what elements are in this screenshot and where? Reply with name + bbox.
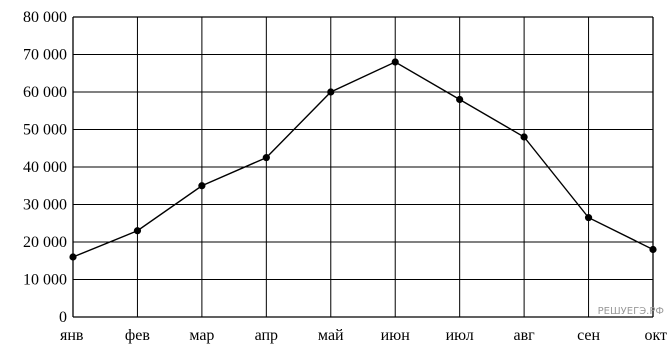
y-tick-label: 0 [59,309,67,326]
y-tick-label: 70 000 [23,47,67,64]
y-tick-label: 30 000 [23,197,67,214]
data-point [391,58,399,66]
x-tick-label: янв [60,327,84,344]
data-point [456,95,464,104]
x-tick-label: фев [125,327,150,344]
watermark: РЕШУЕГЭ.РФ [598,306,665,317]
x-tick-label: июл [446,327,474,344]
data-point [133,227,142,235]
data-point [198,182,206,190]
x-tick-label: авг [514,327,536,344]
x-tick-label: июн [381,327,411,344]
data-point [520,133,528,141]
x-axis-tick-labels: янв фев мар апр май июн июл авг сен окт [60,327,667,344]
data-point [584,214,593,222]
y-tick-label: 10 000 [23,272,67,289]
y-axis-tick-labels: 0 10 000 20 000 30 000 40 000 50 000 60 000 70 … [23,9,67,326]
series-line [72,61,654,258]
data-point [327,88,335,96]
y-tick-label: 50 000 [23,122,67,139]
y-tick-label: 40 000 [23,159,67,176]
x-tick-label: сен [577,327,600,344]
x-tick-label: май [318,327,344,344]
data-points [69,58,657,261]
data-point [649,245,657,254]
data-point [262,154,270,162]
y-tick-label: 20 000 [23,234,67,251]
data-point [69,253,77,261]
y-tick-label: 80 000 [23,9,67,26]
y-tick-label: 60 000 [23,84,67,101]
x-tick-label: мар [189,327,214,344]
x-tick-label: апр [255,327,278,344]
grid [72,16,654,318]
x-tick-label: окт [644,327,667,344]
